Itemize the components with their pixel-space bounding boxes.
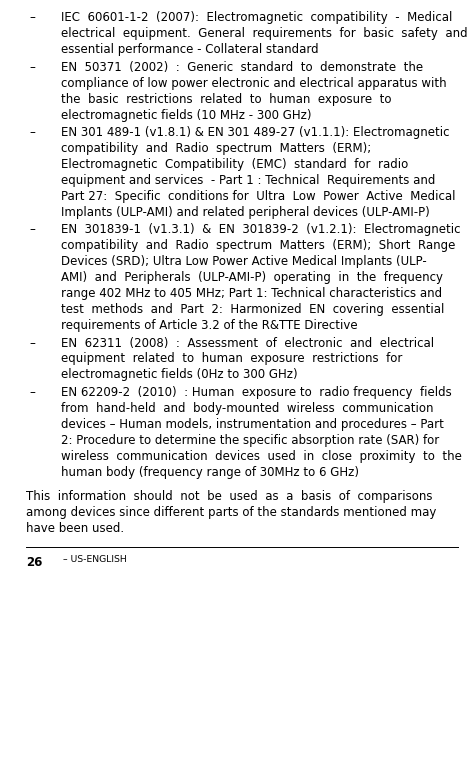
Text: AMI)  and  Peripherals  (ULP-AMI-P)  operating  in  the  frequency: AMI) and Peripherals (ULP-AMI-P) operati… bbox=[61, 271, 443, 284]
Text: EN 301 489-1 (v1.8.1) & EN 301 489-27 (v1.1.1): Electromagnetic: EN 301 489-1 (v1.8.1) & EN 301 489-27 (v… bbox=[61, 126, 450, 139]
Text: requirements of Article 3.2 of the R&TTE Directive: requirements of Article 3.2 of the R&TTE… bbox=[61, 319, 358, 332]
Text: test  methods  and  Part  2:  Harmonized  EN  covering  essential: test methods and Part 2: Harmonized EN c… bbox=[61, 303, 445, 316]
Text: 2: Procedure to determine the specific absorption rate (SAR) for: 2: Procedure to determine the specific a… bbox=[61, 434, 439, 447]
Text: –: – bbox=[29, 336, 35, 349]
Text: EN 62209-2  (2010)  : Human  exposure to  radio frequency  fields: EN 62209-2 (2010) : Human exposure to ra… bbox=[61, 386, 452, 399]
Text: EN  301839-1  (v1.3.1)  &  EN  301839-2  (v1.2.1):  Electromagnetic: EN 301839-1 (v1.3.1) & EN 301839-2 (v1.2… bbox=[61, 224, 461, 237]
Text: human body (frequency range of 30MHz to 6 GHz): human body (frequency range of 30MHz to … bbox=[61, 466, 359, 479]
Text: electromagnetic fields (10 MHz - 300 GHz): electromagnetic fields (10 MHz - 300 GHz… bbox=[61, 109, 312, 122]
Text: among devices since different parts of the standards mentioned may: among devices since different parts of t… bbox=[26, 506, 436, 519]
Text: –: – bbox=[29, 11, 35, 24]
Text: from  hand-held  and  body-mounted  wireless  communication: from hand-held and body-mounted wireless… bbox=[61, 402, 434, 415]
Text: –: – bbox=[29, 61, 35, 74]
Text: equipment  related  to  human  exposure  restrictions  for: equipment related to human exposure rest… bbox=[61, 352, 403, 365]
Text: IEC  60601-1-2  (2007):  Electromagnetic  compatibility  -  Medical: IEC 60601-1-2 (2007): Electromagnetic co… bbox=[61, 11, 453, 24]
Text: This  information  should  not  be  used  as  a  basis  of  comparisons: This information should not be used as a… bbox=[26, 490, 432, 503]
Text: –: – bbox=[29, 386, 35, 399]
Text: compatibility  and  Radio  spectrum  Matters  (ERM);: compatibility and Radio spectrum Matters… bbox=[61, 142, 371, 155]
Text: Part 27:  Specific  conditions for  Ultra  Low  Power  Active  Medical: Part 27: Specific conditions for Ultra L… bbox=[61, 190, 456, 203]
Text: –: – bbox=[29, 126, 35, 139]
Text: electrical  equipment.  General  requirements  for  basic  safety  and: electrical equipment. General requiremen… bbox=[61, 27, 468, 40]
Text: the  basic  restrictions  related  to  human  exposure  to: the basic restrictions related to human … bbox=[61, 93, 392, 106]
Text: essential performance - Collateral standard: essential performance - Collateral stand… bbox=[61, 43, 319, 56]
Text: EN  50371  (2002)  :  Generic  standard  to  demonstrate  the: EN 50371 (2002) : Generic standard to de… bbox=[61, 61, 423, 74]
Text: electromagnetic fields (0Hz to 300 GHz): electromagnetic fields (0Hz to 300 GHz) bbox=[61, 368, 298, 381]
Text: Devices (SRD); Ultra Low Power Active Medical Implants (ULP-: Devices (SRD); Ultra Low Power Active Me… bbox=[61, 255, 427, 269]
Text: EN  62311  (2008)  :  Assessment  of  electronic  and  electrical: EN 62311 (2008) : Assessment of electron… bbox=[61, 336, 435, 349]
Text: compatibility  and  Radio  spectrum  Matters  (ERM);  Short  Range: compatibility and Radio spectrum Matters… bbox=[61, 239, 456, 253]
Text: wireless  communication  devices  used  in  close  proximity  to  the: wireless communication devices used in c… bbox=[61, 450, 462, 463]
Text: compliance of low power electronic and electrical apparatus with: compliance of low power electronic and e… bbox=[61, 77, 447, 90]
Text: Electromagnetic  Compatibility  (EMC)  standard  for  radio: Electromagnetic Compatibility (EMC) stan… bbox=[61, 158, 409, 171]
Text: Implants (ULP-AMI) and related peripheral devices (ULP-AMI-P): Implants (ULP-AMI) and related periphera… bbox=[61, 206, 430, 219]
Text: have been used.: have been used. bbox=[26, 522, 124, 535]
Text: devices – Human models, instrumentation and procedures – Part: devices – Human models, instrumentation … bbox=[61, 418, 444, 431]
Text: range 402 MHz to 405 MHz; Part 1: Technical characteristics and: range 402 MHz to 405 MHz; Part 1: Techni… bbox=[61, 287, 442, 300]
Text: –: – bbox=[29, 224, 35, 237]
Text: – US-ENGLISH: – US-ENGLISH bbox=[63, 555, 126, 564]
Text: equipment and services  - Part 1 : Technical  Requirements and: equipment and services - Part 1 : Techni… bbox=[61, 174, 436, 187]
Text: 26: 26 bbox=[26, 556, 42, 568]
